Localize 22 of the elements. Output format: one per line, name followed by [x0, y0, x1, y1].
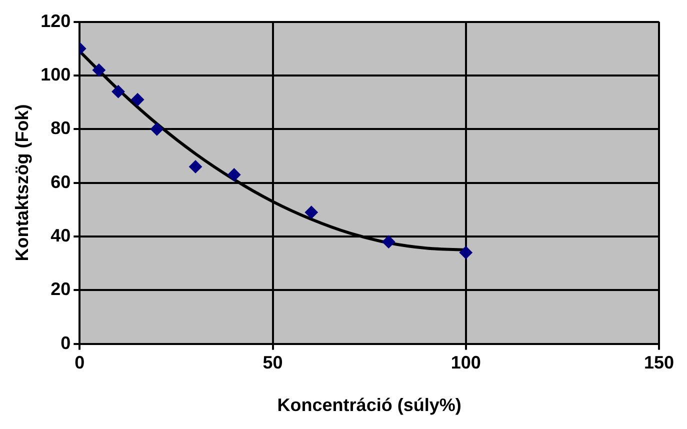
y-tick-label: 0 [60, 332, 71, 353]
y-tick-label: 100 [40, 64, 71, 84]
y-tick-label: 20 [50, 279, 71, 300]
y-tick-label: 40 [50, 225, 71, 246]
x-tick-label: 0 [74, 352, 85, 373]
x-tick-label: 100 [450, 352, 481, 373]
point [131, 93, 144, 106]
x-tick-label: 150 [644, 352, 674, 373]
y-tick-label: 80 [50, 118, 71, 138]
point [382, 235, 396, 248]
point [304, 206, 318, 219]
point [92, 64, 106, 77]
point [459, 246, 472, 260]
x-axis-title: Koncentráció (súly%) [277, 395, 462, 416]
x-tick-label: 50 [262, 352, 283, 373]
point [189, 160, 202, 174]
point [112, 85, 125, 98]
y-tick-label: 120 [40, 10, 71, 31]
y-tick-label: 60 [50, 172, 71, 192]
point [228, 168, 241, 182]
y-axis-title: Kontaktszög (Fok) [12, 104, 32, 262]
point [150, 122, 164, 136]
